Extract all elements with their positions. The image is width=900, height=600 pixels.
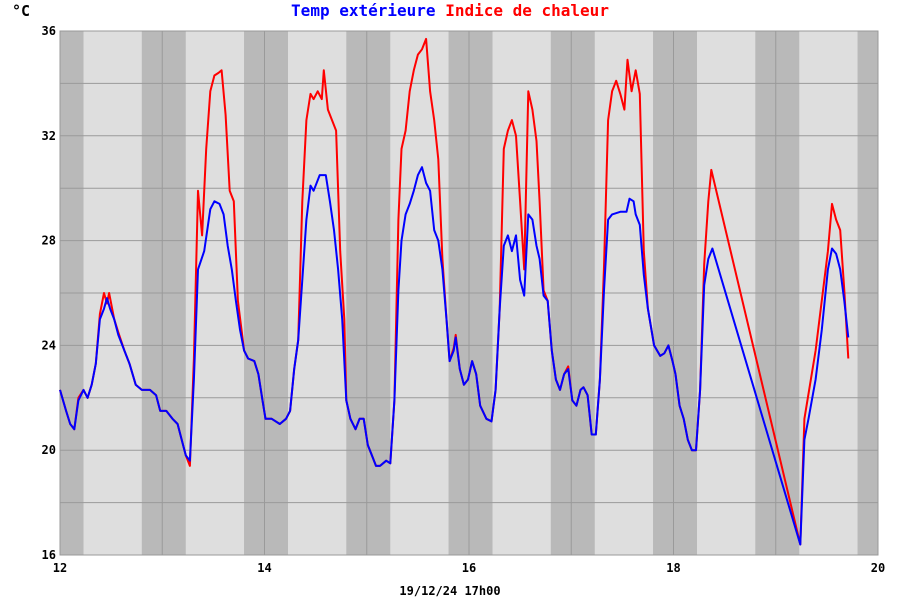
legend-temp: Temp extérieure (291, 1, 436, 20)
plot-border (59, 30, 879, 556)
x-tick-label: 14 (257, 561, 271, 575)
x-tick-label: 16 (462, 561, 476, 575)
y-tick-label: 16 (42, 548, 56, 562)
chart-title: Temp extérieure Indice de chaleur (0, 1, 900, 20)
y-tick-label: 20 (42, 443, 56, 457)
x-tick-label: 20 (871, 561, 885, 575)
series-line-heat-index (59, 37, 850, 546)
legend-heat-index: Indice de chaleur (445, 1, 609, 20)
y-tick-label: 32 (42, 129, 56, 143)
y-axis-unit: °C (12, 2, 31, 20)
y-tick-label: 28 (42, 234, 56, 248)
y-tick-label: 24 (42, 338, 56, 352)
x-tick-label: 12 (53, 561, 67, 575)
x-tick-label: 18 (666, 561, 680, 575)
series-line-temp (59, 166, 850, 546)
y-tick-label: 36 (42, 24, 56, 38)
x-axis-label: 19/12/24 17h00 (399, 584, 501, 598)
